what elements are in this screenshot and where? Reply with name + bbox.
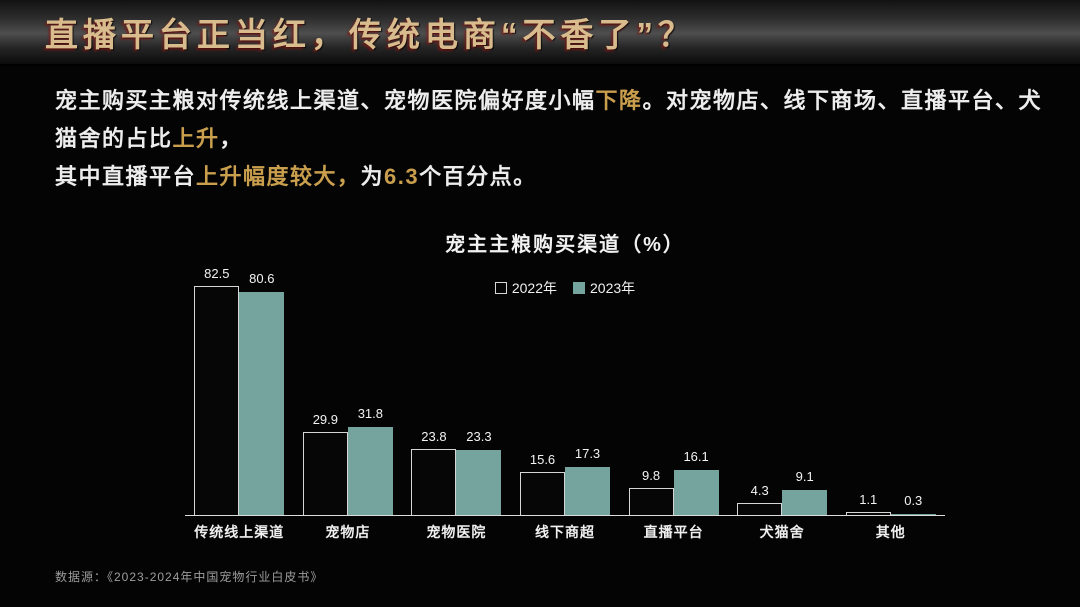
bar-value-label: 31.8 xyxy=(357,406,384,421)
slide-title: 直播平台正当红，传统电商“不香了”？ xyxy=(45,16,696,53)
intro-segment: 个百分点。 xyxy=(419,164,537,189)
category-label: 传统线上渠道 xyxy=(194,524,285,540)
bar-value-label: 9.1 xyxy=(795,469,814,484)
intro-segment: 其中直播平台 xyxy=(55,164,197,189)
intro-segment: 宠主购买主粮对传统线上渠道、宠物医院偏好度小幅 xyxy=(55,88,596,113)
bar-2022年: 9.8 xyxy=(628,468,674,515)
bar-value-label: 82.5 xyxy=(204,266,230,281)
category-label: 线下商超 xyxy=(535,524,596,540)
bar-value-label: 15.6 xyxy=(529,452,556,467)
bar-value-label: 17.3 xyxy=(574,446,601,461)
intro-segment: 为 xyxy=(360,164,385,189)
bar-2022年: 1.1 xyxy=(845,492,891,515)
bar-value-label: 29.9 xyxy=(312,412,339,427)
bar-2023年: 16.1 xyxy=(673,449,719,515)
category-label: 犬猫舍 xyxy=(759,524,805,540)
intro-line: 宠主购买主粮对传统线上渠道、宠物医院偏好度小幅下降。对宠物店、线下商场、直播平台… xyxy=(55,82,1055,158)
bar-group: 23.8 23.3 xyxy=(402,266,511,515)
category-label: 其他 xyxy=(875,524,906,540)
source-note: 数据源：《2023-2024年中国宠物行业白皮书》 xyxy=(55,570,324,584)
bar-value-label: 16.1 xyxy=(683,449,709,464)
bar-group: 9.8 16.1 xyxy=(619,266,728,515)
bar-value-label: 80.6 xyxy=(249,271,275,286)
header-band: 直播平台正当红，传统电商“不香了”？ xyxy=(0,0,1080,66)
category-label: 宠物医院 xyxy=(426,524,487,540)
intro-highlight: 上升幅度较大， xyxy=(196,164,361,189)
bar-2023年: 9.1 xyxy=(782,469,828,515)
chart-title: 宠主主粮购买渠道（%） xyxy=(445,234,685,256)
bar-value-label: 9.8 xyxy=(642,468,661,483)
bar-2022年: 23.8 xyxy=(411,429,457,515)
category-label: 宠物店 xyxy=(325,524,371,540)
bar-group: 82.5 80.6 xyxy=(185,266,294,515)
bar-group: 1.1 0.3 xyxy=(836,266,945,515)
intro-text: 宠主购买主粮对传统线上渠道、宠物医院偏好度小幅下降。对宠物店、线下商场、直播平台… xyxy=(55,82,1055,196)
bar-2022年: 82.5 xyxy=(194,266,240,515)
bar-value-label: 4.3 xyxy=(750,483,769,498)
intro-highlight: 6.3 xyxy=(384,164,420,189)
bar-2023年: 80.6 xyxy=(239,271,285,515)
bar-value-label: 23.3 xyxy=(466,429,492,444)
intro-highlight: 下降 xyxy=(595,88,643,113)
bar-group: 29.9 31.8 xyxy=(294,266,403,515)
chart-plot-area: 82.5 80.6 29.9 31.8 23.8 23.3 15.6 17.3 9.8 16.1 4… xyxy=(185,266,945,516)
bar-2022年: 4.3 xyxy=(737,483,783,515)
bar-2023年: 31.8 xyxy=(347,406,393,515)
intro-highlight: 上升 xyxy=(172,126,220,151)
bar-2022年: 29.9 xyxy=(302,412,348,515)
bar-2023年: 0.3 xyxy=(890,493,936,515)
bar-2022年: 15.6 xyxy=(520,452,566,515)
intro-segment: ， xyxy=(219,126,244,151)
chart-category-axis: 传统线上渠道 宠物店 宠物医院 线下商超 直播平台 犬猫舍 其他 xyxy=(185,522,945,542)
intro-segment: 。对宠物店、线下商场、直播平台、犬猫舍的占比 xyxy=(55,88,1043,151)
bar-value-label: 23.8 xyxy=(421,429,447,444)
bar-group: 4.3 9.1 xyxy=(728,266,837,515)
category-label: 直播平台 xyxy=(643,524,704,540)
bar-2023年: 17.3 xyxy=(565,446,611,515)
bar-value-label: 1.1 xyxy=(859,492,878,507)
bar-2023年: 23.3 xyxy=(456,429,502,515)
bar-value-label: 0.3 xyxy=(904,493,923,508)
bar-chart: 宠主主粮购买渠道（%） 2022年 2023年 82.5 80.6 29.9 31.8 2… xyxy=(185,222,945,562)
intro-line: 其中直播平台上升幅度较大，为6.3个百分点。 xyxy=(55,158,1055,196)
bar-group: 15.6 17.3 xyxy=(511,266,620,515)
